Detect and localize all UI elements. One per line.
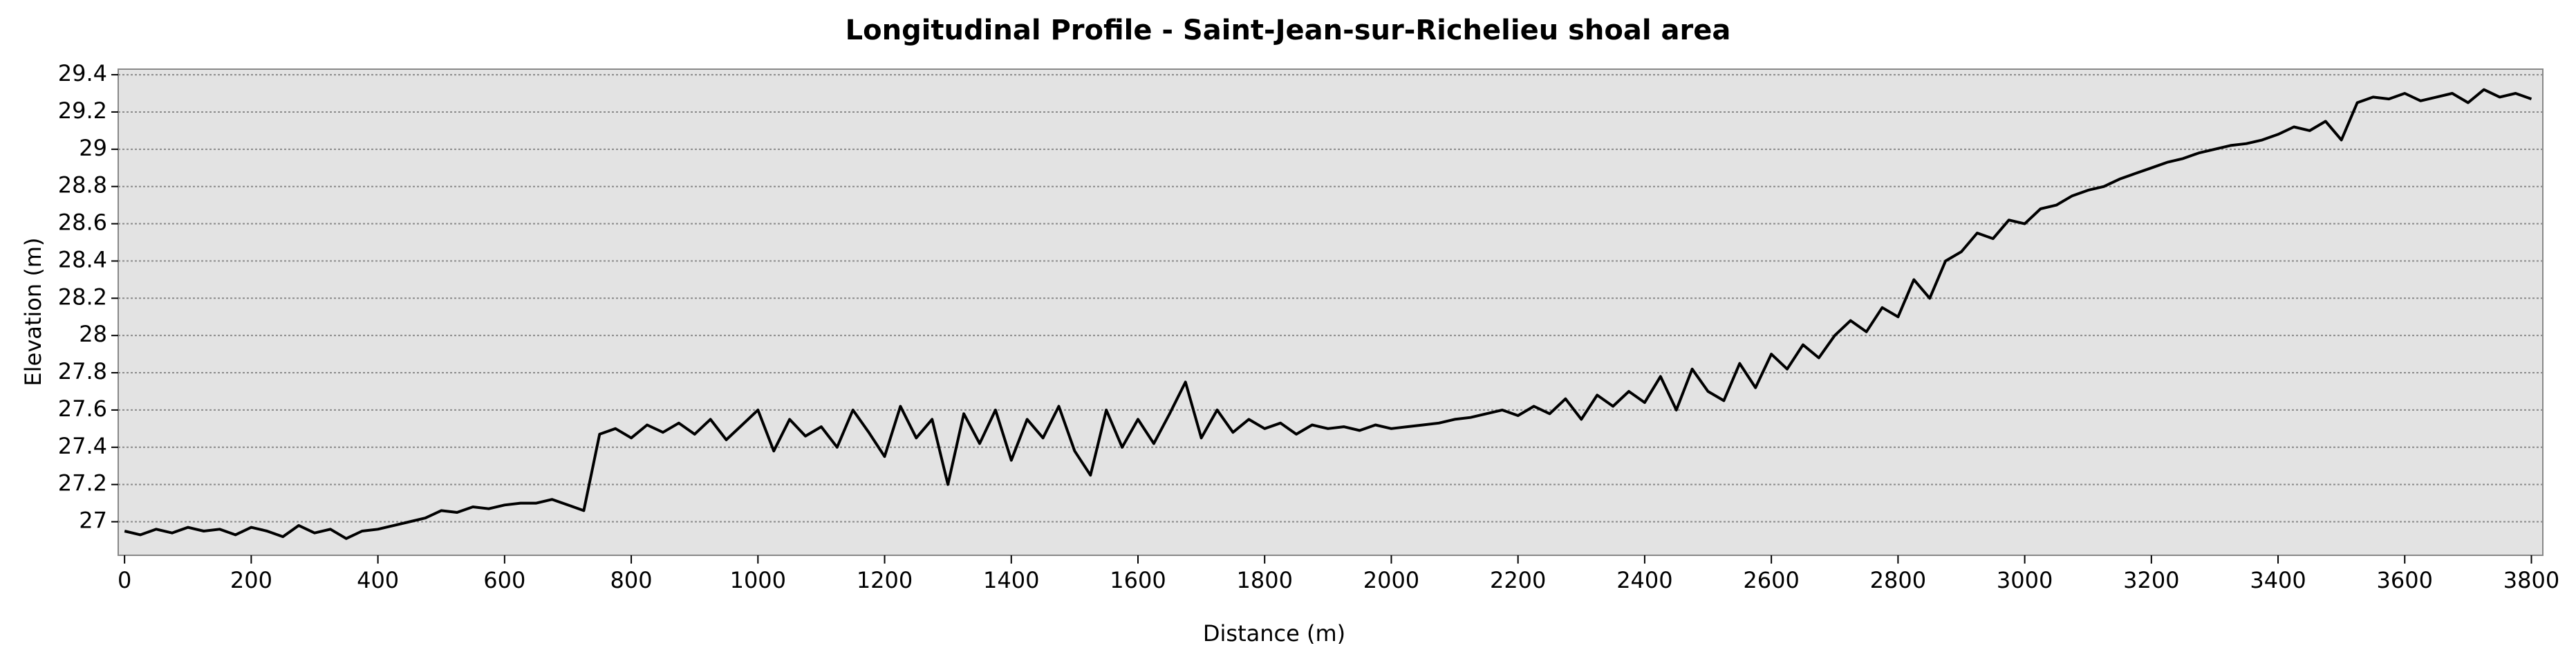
x-tick-label: 800 xyxy=(610,567,653,593)
x-axis-label: Distance (m) xyxy=(1203,620,1345,647)
x-tick-label: 1400 xyxy=(983,567,1039,593)
y-axis-label: Elevation (m) xyxy=(20,238,46,387)
x-tick-label: 200 xyxy=(230,567,272,593)
y-tick-label: 27.8 xyxy=(58,358,107,384)
x-tick-label: 1800 xyxy=(1237,567,1293,593)
y-tick-label: 28 xyxy=(79,321,107,347)
x-tick-label: 2200 xyxy=(1490,567,1546,593)
x-tick-label: 0 xyxy=(118,567,131,593)
y-tick-label: 29.2 xyxy=(58,98,107,124)
profile-line xyxy=(124,88,2532,540)
x-tick-label: 2000 xyxy=(1363,567,1419,593)
chart-title: Longitudinal Profile - Saint-Jean-sur-Ri… xyxy=(846,15,1731,46)
x-tick-label: 3200 xyxy=(2123,567,2179,593)
y-tick-label: 29.4 xyxy=(58,60,107,86)
y-tick-label: 28.4 xyxy=(58,246,107,272)
y-tick-label: 29 xyxy=(79,135,107,161)
x-tick-label: 3000 xyxy=(1997,567,2053,593)
y-tick-label: 28.8 xyxy=(58,172,107,198)
plot-area xyxy=(118,68,2544,556)
y-tick-label: 28.2 xyxy=(58,284,107,310)
x-tick-label: 2400 xyxy=(1616,567,1672,593)
x-tick-label: 1000 xyxy=(730,567,786,593)
x-tick-label: 3800 xyxy=(2503,567,2559,593)
x-tick-label: 2800 xyxy=(1870,567,1926,593)
y-tick-label: 28.6 xyxy=(58,210,107,236)
x-tick-label: 1600 xyxy=(1110,567,1166,593)
y-tick-label: 27 xyxy=(79,508,107,534)
x-tick-label: 2600 xyxy=(1743,567,1799,593)
y-tick-label: 27.4 xyxy=(58,433,107,459)
x-tick-label: 400 xyxy=(357,567,399,593)
y-tick-label: 27.2 xyxy=(58,470,107,497)
x-tick-label: 3600 xyxy=(2377,567,2433,593)
x-tick-label: 600 xyxy=(483,567,525,593)
x-tick-label: 3400 xyxy=(2250,567,2306,593)
y-tick-label: 27.6 xyxy=(58,396,107,422)
x-tick-label: 1200 xyxy=(857,567,913,593)
